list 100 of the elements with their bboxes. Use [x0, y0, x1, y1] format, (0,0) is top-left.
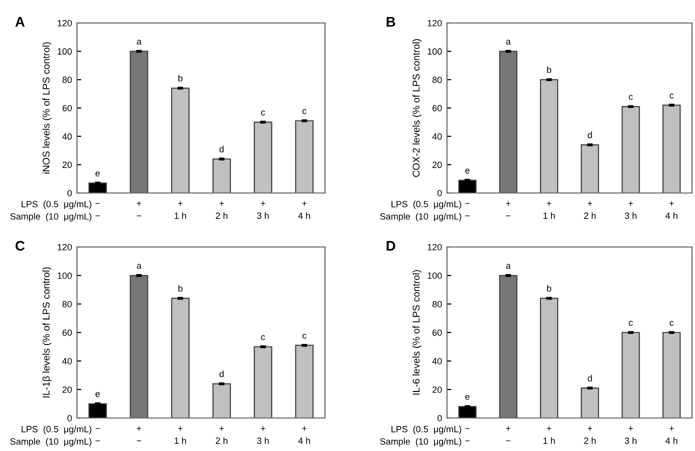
bar: [458, 406, 477, 418]
text: LPS (0.5 μg/mL) Sample (10 μg/mL): [380, 426, 462, 446]
x-tick-label: + 2 h: [216, 426, 228, 444]
text: LPS (0.5 μg/mL) Sample (10 μg/mL): [380, 200, 462, 222]
y-tick-label: 0: [67, 190, 72, 196]
x-tick-label: + 2 h: [216, 201, 228, 219]
y-tick-label: 80: [62, 76, 72, 84]
data-label: d: [588, 374, 592, 382]
y-tick-label: 20: [62, 162, 72, 168]
x-tick-label: + 1 h: [174, 426, 186, 444]
y-axis-title: IL-1β levels (% of LPS control): [42, 267, 52, 398]
x-tick-label: + 4 h: [666, 201, 678, 219]
bar: [212, 158, 231, 193]
bar: [458, 180, 477, 193]
bar: [171, 88, 190, 193]
chart-title: C: [16, 240, 25, 251]
bar: [622, 106, 640, 193]
data-label: b: [547, 66, 552, 74]
y-tick-label: 120: [428, 20, 442, 26]
data-label: c: [670, 94, 674, 99]
data-label: c: [628, 94, 633, 100]
data-label: e: [96, 392, 100, 398]
y-tick-label: 60: [432, 329, 442, 336]
bar: [295, 120, 314, 193]
bar: [540, 298, 558, 418]
y-tick-label: 0: [437, 190, 442, 196]
y-tick-label: 100: [58, 272, 72, 279]
x-tick-label: + −: [136, 426, 142, 442]
y-tick-label: 40: [432, 133, 442, 140]
data-label: a: [506, 264, 511, 269]
y-tick-label: 20: [432, 162, 442, 168]
bar: [254, 346, 272, 418]
y-tick-label: 40: [62, 133, 72, 140]
data-label: c: [302, 109, 306, 114]
data-label: c: [302, 334, 306, 339]
category-label: − −: [465, 203, 470, 216]
chart-title: D: [386, 241, 396, 251]
x-tick-label: + 3 h: [257, 201, 269, 219]
bar: [212, 383, 231, 418]
bar: [662, 332, 681, 418]
x-tick-label: + 3 h: [257, 426, 269, 444]
bar: [295, 344, 314, 418]
data-label: c: [670, 320, 674, 326]
data-label: b: [547, 285, 552, 292]
x-tick-label: + 1 h: [174, 201, 186, 219]
data-label: c: [261, 335, 266, 340]
bar: [580, 144, 600, 193]
y-axis-title: COX-2 levels (% of LPS control): [412, 39, 422, 177]
y-tick-label: 120: [58, 20, 72, 26]
y-tick-label: 80: [432, 300, 442, 308]
y-tick-label: 0: [437, 414, 442, 422]
data-label: a: [136, 40, 142, 45]
data-label: d: [588, 132, 592, 138]
x-tick-label: + −: [506, 426, 510, 442]
bar: [254, 122, 272, 193]
y-tick-label: 40: [62, 358, 72, 364]
x-tick-label: + 4 h: [298, 426, 310, 444]
x-tick-label: + 3 h: [624, 426, 636, 444]
x-tick-label: + 1 h: [543, 426, 555, 444]
data-label: e: [96, 171, 100, 176]
data-label: d: [220, 370, 224, 378]
bar: [88, 182, 107, 193]
category-label: − −: [95, 203, 100, 216]
x-tick-label: + 4 h: [666, 426, 678, 444]
bar: [171, 298, 190, 418]
data-label: a: [136, 264, 142, 269]
y-tick-label: 80: [432, 76, 442, 84]
text: LPS (0.5 μg/mL) Sample (10 μg/mL): [10, 426, 92, 446]
x-tick-label: + −: [506, 201, 510, 216]
y-tick-label: 120: [428, 244, 442, 250]
bar: [88, 403, 107, 418]
data-label: c: [628, 320, 633, 326]
y-tick-label: 80: [62, 300, 72, 308]
bar: [499, 274, 518, 418]
y-tick-label: 40: [432, 358, 442, 364]
x-tick-label: + 1 h: [543, 201, 555, 219]
y-tick-label: 20: [432, 386, 442, 393]
x-tick-label: + 3 h: [624, 201, 636, 219]
y-tick-label: 100: [428, 272, 442, 279]
x-tick-label: + 4 h: [298, 201, 310, 219]
x-tick-label: + −: [136, 201, 142, 216]
bar: [540, 79, 558, 193]
data-label: c: [261, 110, 266, 116]
y-tick-label: 60: [62, 104, 72, 112]
y-axis-title: iNOS levels (% of LPS control): [42, 42, 52, 174]
text: LPS (0.5 μg/mL) Sample (10 μg/mL): [10, 200, 92, 222]
data-label: b: [178, 285, 182, 292]
category-label: − −: [95, 428, 100, 442]
bar: [499, 50, 518, 193]
data-label: b: [178, 74, 182, 82]
x-tick-label: + 2 h: [584, 426, 596, 444]
chart-title: A: [15, 17, 25, 27]
x-tick-label: + 2 h: [584, 201, 596, 219]
bar: [622, 332, 640, 418]
y-tick-label: 20: [62, 386, 72, 393]
data-label: a: [506, 40, 511, 45]
bar: [662, 104, 681, 193]
data-label: e: [465, 168, 470, 174]
y-tick-label: 120: [58, 244, 72, 250]
chart-title: B: [386, 17, 396, 27]
